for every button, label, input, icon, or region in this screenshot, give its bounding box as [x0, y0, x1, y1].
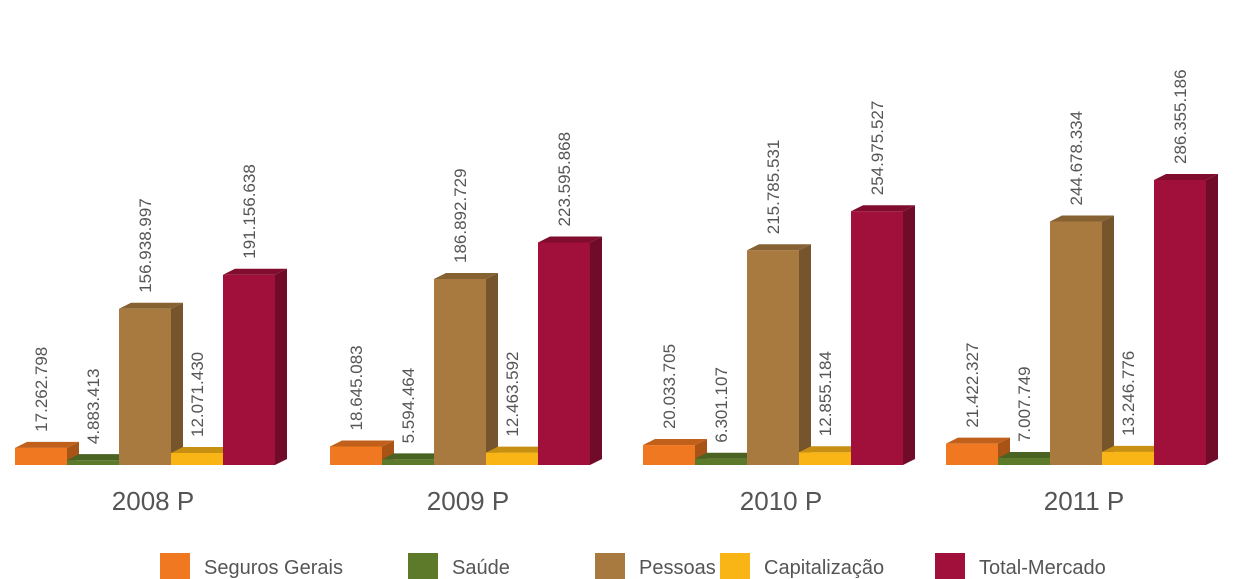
category-label: 2010 P — [740, 486, 822, 516]
bar-top — [15, 441, 79, 448]
value-label: 223.595.868 — [555, 132, 574, 227]
bar-front — [171, 452, 223, 465]
value-label: 5.594.464 — [399, 368, 418, 444]
legend-swatch — [160, 553, 190, 579]
value-label: 215.785.531 — [764, 140, 783, 235]
bar — [434, 272, 498, 465]
bar-top — [119, 302, 183, 309]
value-label: 244.678.334 — [1067, 111, 1086, 206]
bar-top — [799, 446, 863, 453]
value-label: 6.301.107 — [712, 367, 731, 443]
bar-front — [946, 443, 998, 465]
value-label: 254.975.527 — [868, 101, 887, 196]
bar-top — [434, 272, 498, 279]
value-label: 20.033.705 — [660, 344, 679, 429]
value-label: 12.855.184 — [816, 351, 835, 436]
legend-swatch — [935, 553, 965, 579]
bar-front — [643, 445, 695, 465]
value-label: 17.262.798 — [32, 347, 51, 432]
bar-top — [382, 453, 446, 460]
legend-swatch — [720, 553, 750, 579]
bar-side — [903, 205, 915, 466]
value-label: 186.892.729 — [451, 168, 470, 263]
bar — [643, 439, 707, 465]
bar-front — [382, 459, 434, 465]
category-label: 2011 P — [1044, 486, 1124, 516]
bar-top — [695, 452, 759, 459]
bar-side — [1102, 215, 1114, 465]
bar-front — [223, 274, 275, 465]
value-label: 7.007.749 — [1015, 366, 1034, 442]
value-label: 4.883.413 — [84, 368, 103, 444]
bar-front — [486, 452, 538, 465]
value-label: 286.355.186 — [1171, 69, 1190, 164]
bar-front — [434, 278, 486, 465]
legend-label: Total-Mercado — [979, 557, 1106, 579]
value-label: 12.071.430 — [188, 352, 207, 437]
bar-top — [1154, 174, 1218, 180]
value-label: 21.422.327 — [963, 343, 982, 428]
bar-top — [747, 244, 811, 251]
value-label: 18.645.083 — [347, 345, 366, 430]
value-label: 12.463.592 — [503, 352, 522, 437]
bar — [851, 205, 915, 466]
bar — [119, 302, 183, 465]
category-label: 2008 P — [112, 486, 194, 516]
bar-top — [851, 205, 915, 212]
category-label: 2009 P — [427, 486, 509, 516]
bar-top — [643, 439, 707, 446]
bar-front — [538, 242, 590, 465]
legend-label: Seguros Gerais — [204, 557, 343, 579]
bar-top — [223, 268, 287, 275]
bar-top — [171, 446, 235, 453]
bar-front — [851, 211, 903, 465]
bar-side — [486, 272, 498, 465]
value-label: 13.246.776 — [1119, 351, 1138, 436]
bar-side — [275, 268, 287, 465]
bar-top — [1102, 445, 1166, 452]
legend-label: Pessoas — [639, 557, 716, 579]
legend-swatch — [408, 553, 438, 579]
bar-front — [998, 458, 1050, 465]
bar-top — [998, 452, 1062, 459]
bar-front — [1102, 451, 1154, 465]
bar — [1050, 215, 1114, 465]
legend-label: Capitalização — [764, 557, 884, 579]
value-label: 156.938.997 — [136, 198, 155, 293]
bar-front — [67, 460, 119, 465]
bar-front — [747, 250, 799, 465]
bar-front — [1154, 180, 1206, 465]
bar-top — [486, 446, 550, 453]
bar — [1154, 174, 1218, 465]
bar — [223, 268, 287, 465]
bar-side — [1206, 174, 1218, 465]
bar — [747, 244, 811, 465]
legend-swatch — [595, 553, 625, 579]
bar-front — [15, 447, 67, 465]
bar-front — [799, 452, 851, 465]
bar-front — [695, 458, 747, 465]
bar-top — [67, 454, 131, 461]
value-label: 191.156.638 — [240, 164, 259, 259]
bar-top — [538, 236, 602, 243]
bar-front — [330, 446, 382, 465]
bar-top — [946, 437, 1010, 444]
bar-top — [330, 440, 394, 447]
bar-side — [799, 244, 811, 465]
bar-front — [119, 308, 171, 465]
bar-top — [1050, 215, 1114, 222]
legend-label: Saúde — [452, 557, 510, 579]
bar-front — [1050, 221, 1102, 465]
bar-side — [171, 302, 183, 465]
bar-side — [590, 236, 602, 465]
bar — [538, 236, 602, 465]
